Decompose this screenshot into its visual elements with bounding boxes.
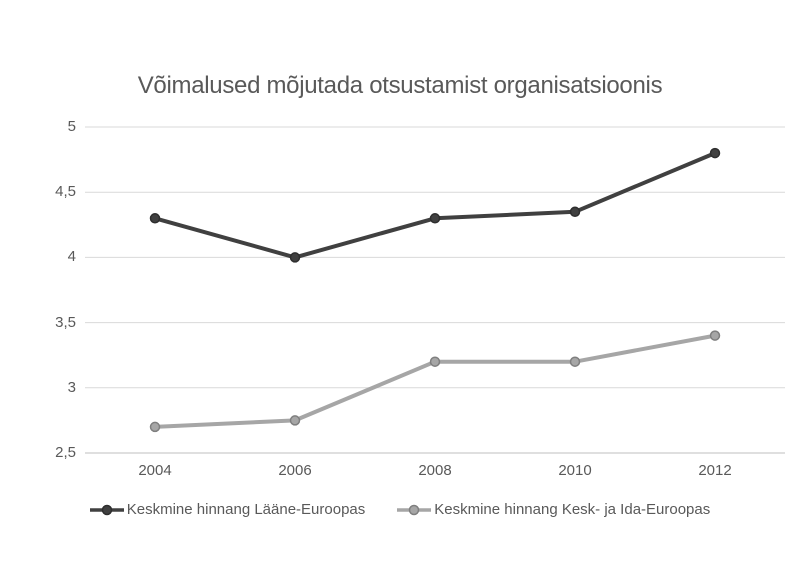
series-line-0	[153, 151, 717, 260]
y-tick-label: 4	[67, 248, 76, 266]
legend-marker-icon	[397, 504, 432, 515]
data-point-marker	[289, 415, 301, 426]
y-tick-label: 3,5	[55, 313, 76, 331]
data-point-marker	[149, 213, 161, 224]
chart-legend: Keskmine hinnang Lääne-Euroopas Keskmine …	[0, 501, 800, 518]
x-tick-label: 2012	[698, 462, 732, 479]
y-tick-label: 4,5	[55, 183, 76, 201]
plot-area	[85, 126, 785, 454]
data-point-marker	[569, 206, 581, 218]
legend-label: Keskmine hinnang Kesk- ja Ida-Euroopas	[434, 501, 711, 518]
data-point-marker	[149, 421, 161, 433]
legend-label: Keskmine hinnang Lääne-Euroopas	[126, 501, 366, 518]
data-point-marker	[709, 147, 721, 159]
legend-item-1: Keskmine hinnang Kesk- ja Ida-Euroopas	[397, 501, 710, 518]
y-tick-label: 3	[67, 378, 76, 396]
data-point-marker	[709, 330, 721, 341]
chart-title: Võimalused mõjutada otsustamist organisa…	[137, 72, 663, 99]
y-tick-label: 5	[67, 118, 76, 135]
data-point-marker	[569, 356, 581, 367]
y-tick-label: 2,5	[55, 444, 76, 461]
x-tick-label: 2010	[558, 462, 592, 479]
series-line-1	[153, 333, 717, 429]
x-tick-label: 2006	[278, 462, 312, 479]
data-point-marker	[429, 356, 441, 367]
legend-item-0: Keskmine hinnang Lääne-Euroopas	[89, 501, 366, 518]
x-tick-label: 2008	[418, 462, 452, 479]
legend-marker-icon	[89, 504, 124, 515]
x-tick-label: 2004	[138, 462, 172, 479]
line-chart-canvas	[85, 126, 785, 454]
data-point-marker	[429, 213, 441, 224]
data-point-marker	[289, 252, 301, 263]
